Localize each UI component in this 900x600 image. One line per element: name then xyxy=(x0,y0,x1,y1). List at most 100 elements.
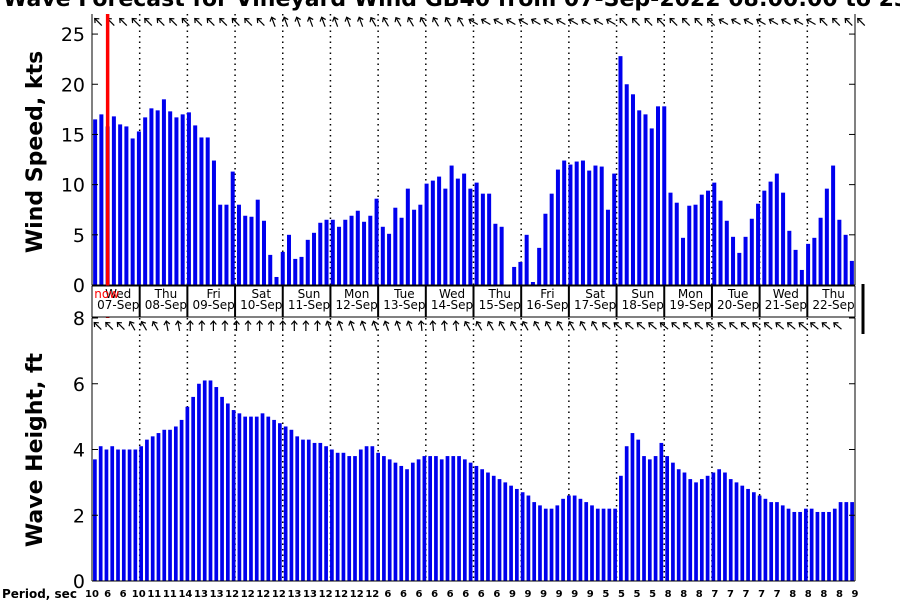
wind-direction-arrow xyxy=(756,18,766,26)
wind-bar xyxy=(355,210,360,285)
wave-direction-arrow xyxy=(221,320,229,331)
wind-bar xyxy=(668,192,673,285)
period-value: 13 xyxy=(287,589,301,600)
period-value: 5 xyxy=(649,589,656,600)
wave-ytick-label: 4 xyxy=(73,440,85,462)
wind-arrow-head xyxy=(306,16,314,22)
wave-bar xyxy=(457,456,461,581)
wind-ytick-label: 5 xyxy=(73,225,85,247)
wind-arrow-shaft xyxy=(543,18,554,26)
wind-bar xyxy=(718,200,723,285)
wave-bar xyxy=(769,502,774,581)
wind-bar xyxy=(605,209,610,285)
wave-direction-arrow xyxy=(682,322,692,330)
wind-arrow-head xyxy=(619,17,625,24)
wave-bar xyxy=(526,495,531,581)
wind-direction-arrow xyxy=(493,18,504,26)
wave-arrow-shaft xyxy=(105,322,114,330)
wave-bar xyxy=(410,462,415,581)
period-value: 8 xyxy=(820,589,827,600)
wave-arrow-head xyxy=(440,320,448,326)
wave-bar xyxy=(428,456,432,581)
wave-bar xyxy=(191,396,196,581)
wave-arrow-head xyxy=(567,320,574,327)
wind-arrow-head xyxy=(219,17,225,24)
wave-direction-arrow xyxy=(279,320,287,331)
wind-bar xyxy=(468,188,473,285)
wave-ytick-label: 8 xyxy=(73,308,85,330)
period-value: 9 xyxy=(556,589,563,600)
wave-bar xyxy=(139,446,143,581)
wave-bar xyxy=(705,475,710,581)
wind-direction-arrow xyxy=(743,18,754,26)
wind-direction-arrow xyxy=(555,18,566,26)
wind-arrow-head xyxy=(244,17,250,24)
wind-bar xyxy=(837,219,842,285)
wind-arrow-head xyxy=(407,16,414,23)
period-value: 5 xyxy=(602,589,609,600)
wind-arrow-head xyxy=(832,17,838,24)
period-value: 6 xyxy=(462,589,469,600)
wave-bar xyxy=(283,426,288,581)
wind-bar xyxy=(474,182,479,285)
wave-bar xyxy=(607,508,612,581)
wave-direction-arrow xyxy=(209,320,217,331)
wave-bar xyxy=(780,505,785,581)
wave-bar xyxy=(497,479,502,581)
wind-direction-arrow xyxy=(231,17,240,26)
wind-bar xyxy=(412,209,417,285)
wind-arrow-shaft xyxy=(694,18,703,26)
wave-direction-arrow xyxy=(613,322,623,330)
wind-bar xyxy=(230,171,235,285)
wind-arrow-head xyxy=(505,18,512,25)
wave-bar xyxy=(763,498,768,581)
wind-bar xyxy=(737,252,742,285)
wave-bar xyxy=(601,508,606,581)
wind-arrow-head xyxy=(593,18,599,25)
wave-arrow-head xyxy=(498,320,505,327)
wind-arrow-shaft xyxy=(794,18,804,26)
wind-direction-arrow xyxy=(306,16,314,27)
wind-bar xyxy=(655,106,660,285)
wind-bar xyxy=(255,199,260,285)
wave-direction-arrow xyxy=(601,322,611,330)
wave-direction-arrow xyxy=(579,320,587,331)
wave-bar xyxy=(717,469,722,581)
wave-arrow-shaft xyxy=(455,320,458,332)
wind-arrow-head xyxy=(806,18,812,25)
wave-arrow-head xyxy=(775,322,781,328)
wind-arrow-head xyxy=(743,18,749,25)
wind-arrow-shaft xyxy=(283,17,289,27)
day-weekday-label: Wed xyxy=(105,287,131,301)
period-value: 12 xyxy=(225,589,239,600)
wind-arrow-head xyxy=(706,17,713,24)
wave-bar xyxy=(671,462,675,581)
wind-bar xyxy=(724,220,729,285)
wave-arrow-head xyxy=(810,322,816,328)
wind-direction-arrow xyxy=(394,16,402,27)
wave-arrow-head xyxy=(579,320,586,327)
wave-direction-arrow xyxy=(705,322,715,330)
wind-direction-arrow xyxy=(194,17,203,26)
wind-bar xyxy=(312,232,317,285)
period-value: 9 xyxy=(587,589,594,600)
wave-plot-area xyxy=(92,318,855,581)
wave-bar xyxy=(220,396,224,581)
wave-arrow-head xyxy=(763,322,770,328)
day-date-label: 20-Sep xyxy=(717,298,759,312)
wind-arrow-shaft xyxy=(219,18,228,26)
wind-arrow-head xyxy=(419,16,426,23)
wave-bar xyxy=(445,456,450,581)
wind-arrow-head xyxy=(194,17,200,24)
wave-arrow-head xyxy=(486,320,493,327)
wind-direction-arrow xyxy=(468,18,479,26)
wave-bar xyxy=(850,502,854,581)
day-date-label: 13-Sep xyxy=(383,298,425,312)
wind-bar xyxy=(824,188,829,285)
wave-direction-arrow xyxy=(348,320,355,331)
wind-bar xyxy=(280,251,285,285)
wave-arrow-shaft xyxy=(372,321,378,331)
wave-bar xyxy=(306,439,311,581)
wave-arrow-shaft xyxy=(510,321,517,331)
wind-arrow-shaft xyxy=(857,18,866,26)
